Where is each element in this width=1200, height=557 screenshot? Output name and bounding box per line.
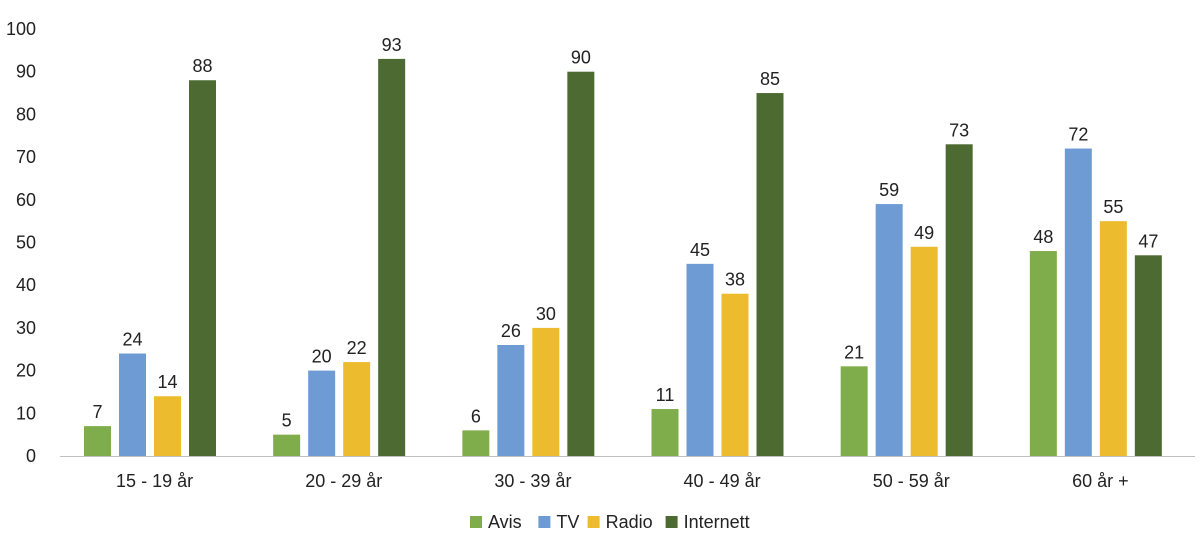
data-label: 85 [760,69,780,89]
data-label: 11 [656,385,675,405]
legend-swatch [587,516,600,528]
bar-tv-4 [875,204,903,456]
data-label: 21 [844,342,864,362]
bar-radio-5 [1099,221,1127,456]
data-label: 93 [382,35,402,55]
bar-avis-2 [462,430,490,456]
bar-tv-5 [1064,148,1092,456]
x-category-label: 40 - 49 år [684,471,761,491]
bar-tv-0 [119,353,146,456]
data-label: 45 [690,240,710,260]
y-tick-label: 0 [26,446,36,466]
y-tick-label: 50 [16,233,36,253]
data-label: 14 [157,372,177,392]
data-label: 22 [347,338,367,358]
data-label: 47 [1138,231,1158,251]
bar-internett-2 [567,71,595,456]
legend-label: Avis [488,512,522,532]
x-category-label: 50 - 59 år [873,471,950,491]
legend-swatch [470,516,482,528]
x-axis: 15 - 19 år 20 - 29 år 30 - 39 år 40 - 49 år… [60,456,1195,491]
legend-item-avis: Avis [470,512,522,532]
bar-internett-3 [756,93,784,457]
y-tick-label: 20 [16,361,36,381]
legend-label: Radio [606,512,653,532]
data-label: 88 [192,56,212,76]
bars: 7 24 14 88 5 20 22 93 6 26 30 90 11 45 38 85 21 59 49 73 48 7… [84,35,1162,457]
bar-avis-3 [651,409,679,456]
bar-avis-0 [84,426,111,456]
y-tick-label: 60 [16,190,36,210]
y-tick-label: 10 [16,403,36,423]
data-label: 24 [122,330,142,350]
legend-item-radio: Radio [587,512,653,532]
x-category-label: 60 år + [1072,471,1129,491]
data-label: 7 [92,402,102,422]
data-label: 72 [1068,125,1088,145]
data-label: 38 [725,270,745,290]
data-label: 90 [571,48,591,68]
legend-swatch [538,516,551,528]
legend-swatch [665,516,678,528]
x-category-label: 20 - 29 år [305,471,382,491]
bar-radio-2 [532,327,560,456]
bar-radio-0 [154,396,181,456]
data-label: 49 [914,223,934,243]
y-tick-label: 30 [16,318,36,338]
bar-tv-3 [686,263,714,456]
bar-internett-5 [1134,255,1162,456]
bar-avis-5 [1029,251,1057,456]
legend-label: Internett [684,512,750,532]
y-tick-label: 90 [16,62,36,82]
x-category-label: 30 - 39 år [494,471,571,491]
bar-internett-4 [945,144,973,457]
legend-label: TV [556,512,579,532]
legend: Avis TV Radio Internett [470,512,750,532]
data-label: 73 [949,120,969,140]
bar-radio-3 [721,293,749,456]
legend-item-tv: TV [538,512,579,532]
data-label: 5 [282,411,292,431]
bar-tv-1 [308,370,336,456]
data-label: 48 [1033,227,1053,247]
bar-radio-1 [343,362,371,456]
data-label: 20 [312,347,332,367]
y-tick-label: 40 [16,275,36,295]
y-tick-label: 80 [16,104,36,124]
legend-item-internett: Internett [665,512,750,532]
bar-radio-4 [910,246,938,456]
y-tick-label: 70 [16,147,36,167]
bar-internett-1 [378,58,406,456]
y-axis: 0 10 20 30 40 50 60 70 80 90 100 [6,19,36,466]
y-tick-label: 100 [6,19,36,39]
bar-tv-2 [497,344,525,456]
data-label: 30 [536,304,556,324]
data-label: 59 [879,180,899,200]
data-label: 55 [1103,197,1123,217]
data-label: 26 [501,321,521,341]
x-category-label: 15 - 19 år [116,471,193,491]
data-label: 6 [471,406,481,426]
bar-avis-1 [273,434,301,456]
bar-avis-4 [840,366,868,456]
bar-internett-0 [189,80,216,457]
